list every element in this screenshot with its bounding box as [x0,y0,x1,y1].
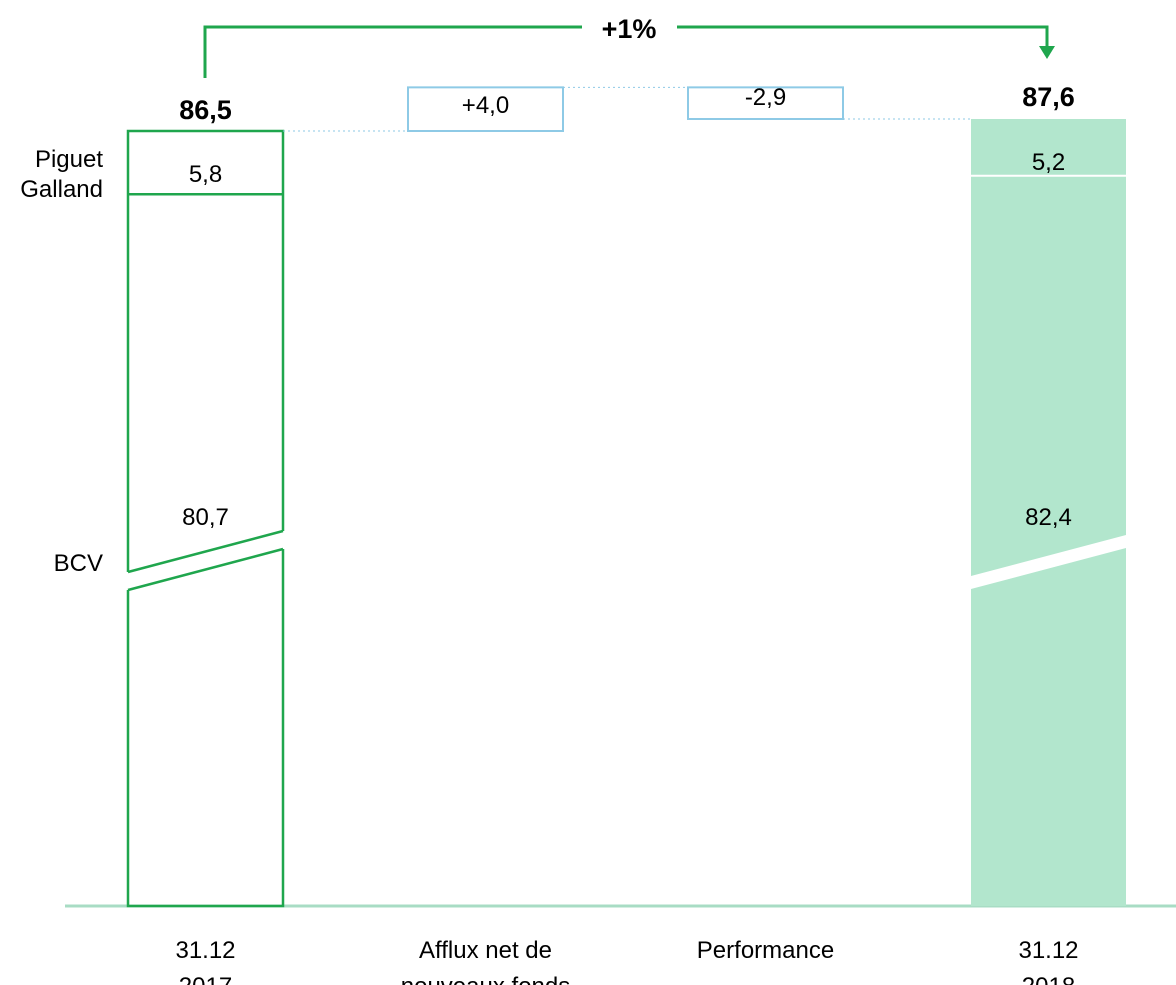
category-label-3: 2018 [1022,973,1075,985]
bar-2017-upper-outline [126,129,285,572]
category-label-3: 31.12 [1018,937,1078,964]
arrow-head-icon [1039,46,1055,59]
category-label-1: Afflux net de [419,937,552,964]
bar-2017-lower-outline [126,549,285,908]
bar-2017-total: 86,5 [179,95,232,125]
change-arrow-left [203,25,582,78]
bar-2018-axis-break [971,535,1126,589]
bar-2018 [971,119,1126,906]
bar-2017-break-upper [127,529,284,574]
bar-2017-piguet-value: 5,8 [189,161,222,188]
delta-performance-value: -2,9 [745,84,786,111]
bar-2018-total: 87,6 [1022,82,1075,112]
category-label-2: Performance [697,937,834,964]
category-label-0: 31.12 [175,937,235,964]
change-percent-label: +1% [602,14,657,44]
change-arrow [203,25,1049,78]
bar-2017-break-lower [127,547,284,592]
segment-label-bcv: BCV [54,550,103,577]
bar-2018-bcv-value: 82,4 [1025,504,1072,531]
category-label-1: nouveaux fonds [401,973,570,985]
bar-2017 [126,129,285,908]
category-label-0: 2017 [179,973,232,985]
segment-label-piguet-galland: Galland [20,176,103,203]
bar-2017-bcv-value: 80,7 [182,504,229,531]
change-arrow-right [677,25,1049,48]
delta-bar-inflow [407,86,564,133]
bar-2018-piguet-value: 5,2 [1032,149,1065,176]
segment-label-piguet-galland: Piguet [35,146,103,173]
delta-inflow-value: +4,0 [462,92,509,119]
delta-bar-performance [687,86,844,121]
